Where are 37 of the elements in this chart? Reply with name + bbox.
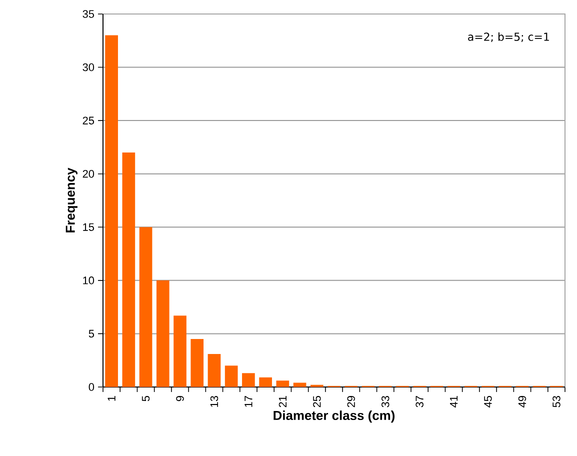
bar: [242, 373, 255, 387]
x-tick-label: 21: [278, 396, 286, 408]
x-tick-label: 29: [347, 396, 355, 408]
bar: [105, 35, 118, 387]
y-tick-label: 5: [88, 330, 94, 338]
bar: [174, 316, 186, 387]
x-axis-title: Diameter class (cm): [274, 410, 395, 423]
y-tick-label: 0: [88, 383, 94, 391]
x-tick-label: 53: [552, 396, 560, 408]
y-tick-label: 25: [82, 116, 94, 124]
x-tick-label: 17: [244, 396, 252, 407]
bar: [208, 354, 221, 387]
x-tick-label: 49: [518, 396, 526, 408]
x-tick-label: 45: [484, 396, 492, 408]
y-axis-title: Frequency: [66, 168, 78, 232]
bar: [156, 280, 170, 387]
y-tick-label: 15: [83, 223, 94, 231]
bar: [293, 382, 306, 387]
x-tick-label: 25: [313, 396, 321, 408]
x-tick-label: 5: [142, 396, 150, 402]
y-tick-label: 30: [82, 63, 94, 72]
annotation: a=2; b=5; c=1: [468, 32, 549, 42]
y-tick-label: 10: [83, 276, 94, 284]
bar: [122, 152, 136, 387]
x-tick-label: 9: [176, 396, 184, 402]
x-tick-label: 37: [416, 396, 424, 408]
x-tick-label: 13: [210, 396, 218, 407]
bar: [224, 366, 238, 387]
y-tick-label: 35: [82, 10, 94, 18]
bar: [190, 339, 204, 387]
bar: [139, 227, 152, 387]
x-tick-label: 1: [108, 396, 116, 401]
bar: [276, 380, 290, 387]
x-tick-label: 33: [381, 396, 390, 408]
bar: [259, 377, 272, 387]
y-tick-label: 20: [82, 170, 94, 178]
x-tick-label: 41: [450, 396, 458, 408]
